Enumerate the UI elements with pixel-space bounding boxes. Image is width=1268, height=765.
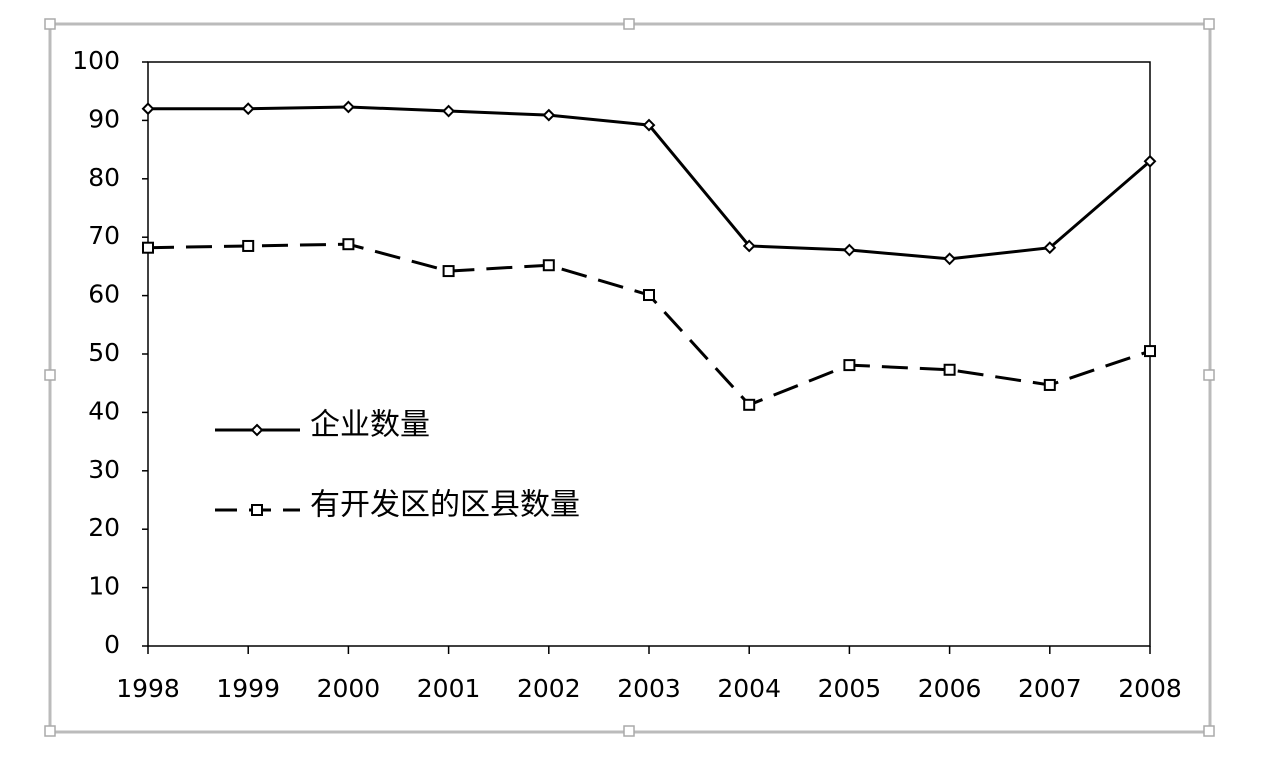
marker [241, 102, 255, 116]
marker [943, 363, 956, 376]
marker [141, 102, 155, 116]
marker [1043, 241, 1057, 255]
x-tick-label: 2002 [517, 674, 581, 703]
marker [643, 289, 655, 302]
y-tick-label: 80 [88, 163, 120, 192]
legend-label: 有开发区的区县数量 [310, 488, 580, 523]
legend-marker [250, 423, 264, 437]
y-tick-label: 50 [88, 338, 120, 367]
marker [742, 239, 756, 253]
marker [843, 359, 856, 372]
x-tick-label: 2007 [1018, 674, 1082, 703]
x-tick-label: 2008 [1118, 674, 1182, 703]
plot-area [147, 61, 1151, 647]
marker [242, 239, 255, 252]
x-tick-label: 2000 [317, 674, 381, 703]
y-tick-label: 100 [72, 46, 120, 75]
marker [542, 108, 556, 122]
x-tick-label: 1998 [116, 674, 180, 703]
marker [341, 100, 355, 114]
marker [1143, 154, 1157, 168]
marker [642, 118, 656, 132]
y-tick-label: 70 [88, 221, 120, 250]
marker [342, 238, 355, 251]
y-tick-label: 20 [88, 513, 120, 542]
y-tick-label: 60 [88, 280, 120, 309]
y-tick-label: 0 [104, 630, 120, 659]
y-tick-label: 30 [88, 455, 120, 484]
x-tick-label: 2006 [918, 674, 982, 703]
y-tick-label: 40 [88, 396, 120, 425]
selection-frame [44, 18, 1215, 737]
x-tick-label: 1999 [216, 674, 280, 703]
x-tick-label: 2005 [818, 674, 882, 703]
legend-label: 企业数量 [310, 408, 430, 443]
y-tick-label: 10 [88, 572, 120, 601]
marker [743, 398, 756, 411]
x-tick-label: 2001 [417, 674, 481, 703]
legend-marker [251, 504, 263, 516]
marker [442, 104, 456, 118]
marker [542, 259, 555, 272]
marker [1043, 378, 1056, 391]
marker [943, 252, 957, 266]
x-tick-label: 2003 [617, 674, 681, 703]
marker [842, 243, 856, 257]
marker [1144, 345, 1156, 358]
marker [142, 241, 154, 254]
series-line [147, 242, 1151, 407]
x-tick-label: 2004 [717, 674, 781, 703]
marker [442, 265, 455, 278]
y-tick-label: 90 [88, 104, 120, 133]
